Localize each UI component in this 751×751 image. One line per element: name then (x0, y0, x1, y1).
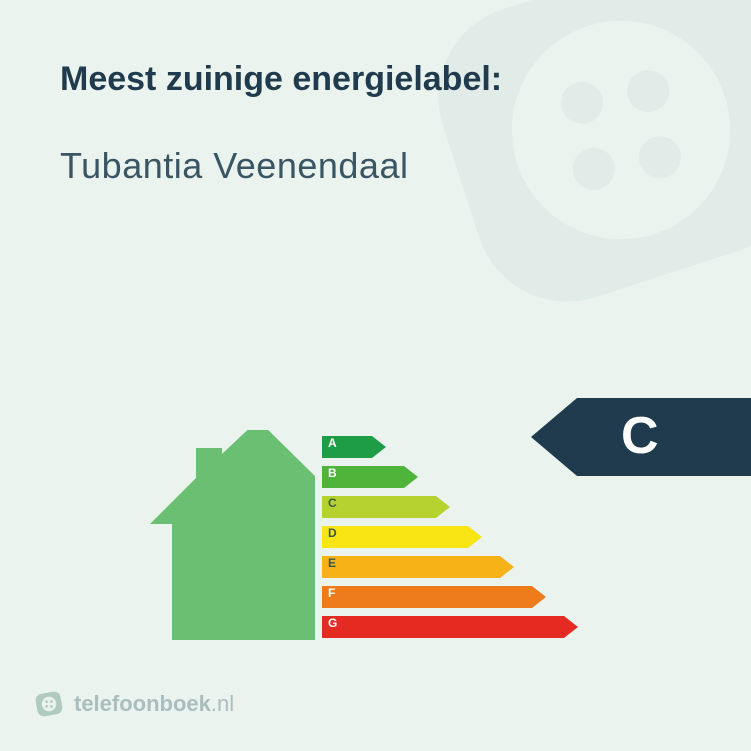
energy-bar-a: A (322, 432, 578, 462)
subtitle: Tubantia Veenendaal (60, 145, 711, 187)
energy-bar-letter: D (328, 526, 337, 540)
energy-bar-shape (322, 616, 578, 638)
energy-bar-letter: F (328, 586, 335, 600)
energy-bar-shape (322, 496, 450, 518)
house-shape (150, 430, 315, 640)
energy-bar-e: E (322, 552, 578, 582)
energy-bar-shape (322, 526, 482, 548)
energy-bar-g: G (322, 612, 578, 642)
energy-bar-f: F (322, 582, 578, 612)
energy-bars: A B C D E F G (322, 432, 578, 642)
footer-brand-light: .nl (211, 691, 234, 717)
energy-bar-letter: E (328, 556, 336, 570)
footer-brand: telefoonboek.nl (74, 691, 234, 717)
energy-bar-shape (322, 586, 546, 608)
energy-bar-b: B (322, 462, 578, 492)
page-title: Meest zuinige energielabel: (60, 60, 711, 99)
content-area: Meest zuinige energielabel: Tubantia Vee… (60, 60, 711, 187)
footer-logo-icon (34, 689, 64, 719)
energy-bar-letter: C (328, 496, 337, 510)
house-icon (150, 430, 315, 640)
energy-bar-d: D (322, 522, 578, 552)
footer-brand-bold: telefoonboek (74, 691, 211, 717)
energy-bar-letter: A (328, 436, 337, 450)
energy-bar-shape (322, 556, 514, 578)
energy-bar-letter: G (328, 616, 337, 630)
footer: telefoonboek.nl (34, 689, 234, 719)
energy-bar-letter: B (328, 466, 337, 480)
energy-bar-c: C (322, 492, 578, 522)
energy-label-chart: A B C D E F G (150, 420, 710, 660)
